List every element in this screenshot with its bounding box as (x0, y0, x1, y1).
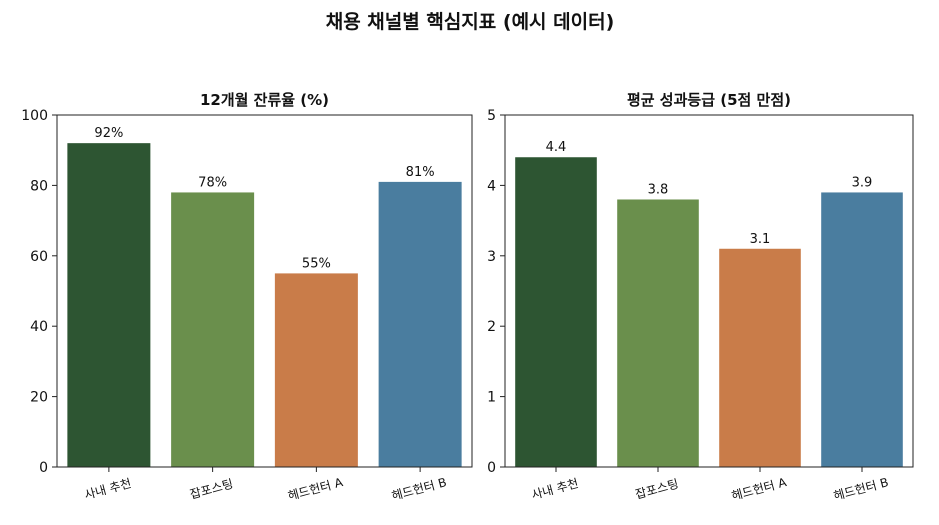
y-tick-label: 80 (30, 178, 48, 194)
bar (821, 192, 903, 467)
retention-chart-panel: 12개월 잔류율 (%) 92% 사내 추천 78% 잡포스팅 55% 헤드헌터 A 81% 헤… (21, 91, 473, 503)
chart-title: 평균 성과등급 (5점 만점) (627, 91, 791, 109)
bar (515, 157, 597, 468)
y-tick-label: 0 (487, 460, 496, 476)
data-label: 3.9 (852, 175, 873, 190)
y-tick-label: 4 (487, 178, 496, 194)
chart-title: 12개월 잔류율 (%) (200, 91, 329, 109)
bar (719, 248, 801, 467)
bar (274, 273, 358, 467)
bar (171, 192, 255, 467)
figure-title: 채용 채널별 핵심지표 (예시 데이터) (326, 11, 615, 33)
x-tick-label: 헤드헌터 A (730, 475, 789, 503)
y-tick-label: 2 (487, 319, 496, 335)
data-label: 3.1 (750, 232, 771, 247)
y-tick-label: 3 (487, 249, 496, 265)
x-tick-label: 헤드헌터 B (390, 475, 448, 503)
x-tick-label: 헤드헌터 A (286, 475, 345, 503)
x-tick-label: 사내 추천 (83, 475, 133, 502)
x-tick-label: 잡포스팅 (188, 477, 234, 502)
data-label: 55% (302, 256, 331, 271)
data-label: 81% (406, 165, 435, 180)
plot-frame (56, 114, 473, 468)
y-tick-label: 0 (39, 460, 48, 476)
x-tick-label: 사내 추천 (530, 475, 580, 502)
bar (67, 143, 151, 467)
y-tick-label: 100 (21, 108, 48, 124)
bar (378, 181, 462, 467)
performance-chart-panel: 평균 성과등급 (5점 만점) 4.4 사내 추천 3.8 잡포스팅 3.1 헤드헌터 A 3… (487, 91, 914, 503)
data-label: 92% (94, 126, 123, 141)
bar (617, 199, 699, 468)
x-tick-label: 잡포스팅 (634, 477, 680, 502)
y-tick-label: 1 (487, 390, 496, 406)
plot-frame (504, 114, 914, 468)
data-label: 4.4 (546, 140, 567, 155)
data-label: 3.8 (648, 182, 669, 197)
y-tick-label: 20 (30, 390, 48, 406)
y-tick-label: 5 (487, 108, 496, 124)
y-tick-label: 60 (30, 249, 48, 265)
data-label: 78% (198, 175, 227, 190)
y-tick-label: 40 (30, 319, 48, 335)
x-tick-label: 헤드헌터 B (832, 475, 890, 503)
